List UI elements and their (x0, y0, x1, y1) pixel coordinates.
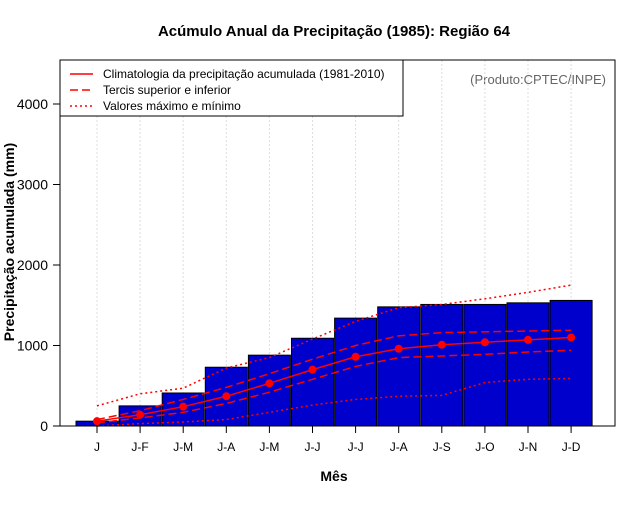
x-tick-label: J-N (519, 440, 538, 454)
y-tick-label: 1000 (17, 338, 48, 354)
legend-entry-climatology: Climatologia da precipitação acumulada (… (103, 67, 385, 81)
x-tick-label: J-M (173, 440, 193, 454)
climatology-point (222, 392, 231, 401)
x-tick-label: J-J (305, 440, 321, 454)
bar (420, 303, 464, 427)
climatology-point (308, 365, 317, 374)
y-tick-label: 3000 (17, 177, 48, 193)
climatology-point (179, 402, 188, 411)
climatology-point (524, 335, 532, 344)
bar (506, 302, 550, 427)
bar (549, 299, 593, 427)
x-tick-label: J-O (475, 440, 494, 454)
climatology-point (265, 379, 274, 388)
series-line-0 (96, 336, 572, 422)
x-tick-label: J-J (348, 440, 364, 454)
bar (463, 303, 507, 427)
x-tick-label: J-D (562, 440, 581, 454)
legend-entry-extremes: Valores máximo e mínimo (103, 99, 241, 113)
bar (247, 354, 291, 427)
climatology-point (136, 410, 145, 419)
y-tick-label: 2000 (17, 257, 48, 273)
x-tick-label: J-F (131, 440, 148, 454)
series-line-1 (96, 329, 572, 421)
climatology-point (394, 344, 403, 353)
x-tick-label: J-A (217, 440, 235, 454)
climatology-point (437, 340, 446, 349)
legend: Climatologia da precipitação acumulada (… (59, 59, 404, 117)
legend-entry-terciles: Tercis superior e inferior (103, 83, 231, 97)
x-axis-label: Mês (320, 468, 347, 484)
climatology-point (567, 333, 576, 342)
climatology-point (480, 338, 489, 347)
credit-text: (Produto:CPTEC/INPE) (470, 72, 606, 87)
x-tick-label: J-A (390, 440, 408, 454)
bar (291, 337, 334, 427)
x-tick-label: J-M (259, 440, 279, 454)
series-line-2 (96, 349, 572, 424)
y-tick-label: 0 (40, 418, 48, 434)
legend-box (59, 59, 404, 117)
climatology-point (351, 352, 360, 361)
y-tick-label: 4000 (17, 96, 48, 112)
series-line-3 (96, 284, 572, 407)
bar (334, 317, 378, 427)
x-tick-label: J (94, 440, 100, 454)
y-axis-label: Precipitação acumulada (mm) (1, 143, 17, 341)
bar (377, 306, 421, 427)
x-tick-label: J-S (433, 440, 451, 454)
chart-title: Acúmulo Anual da Precipitação (1985): Re… (158, 23, 511, 40)
